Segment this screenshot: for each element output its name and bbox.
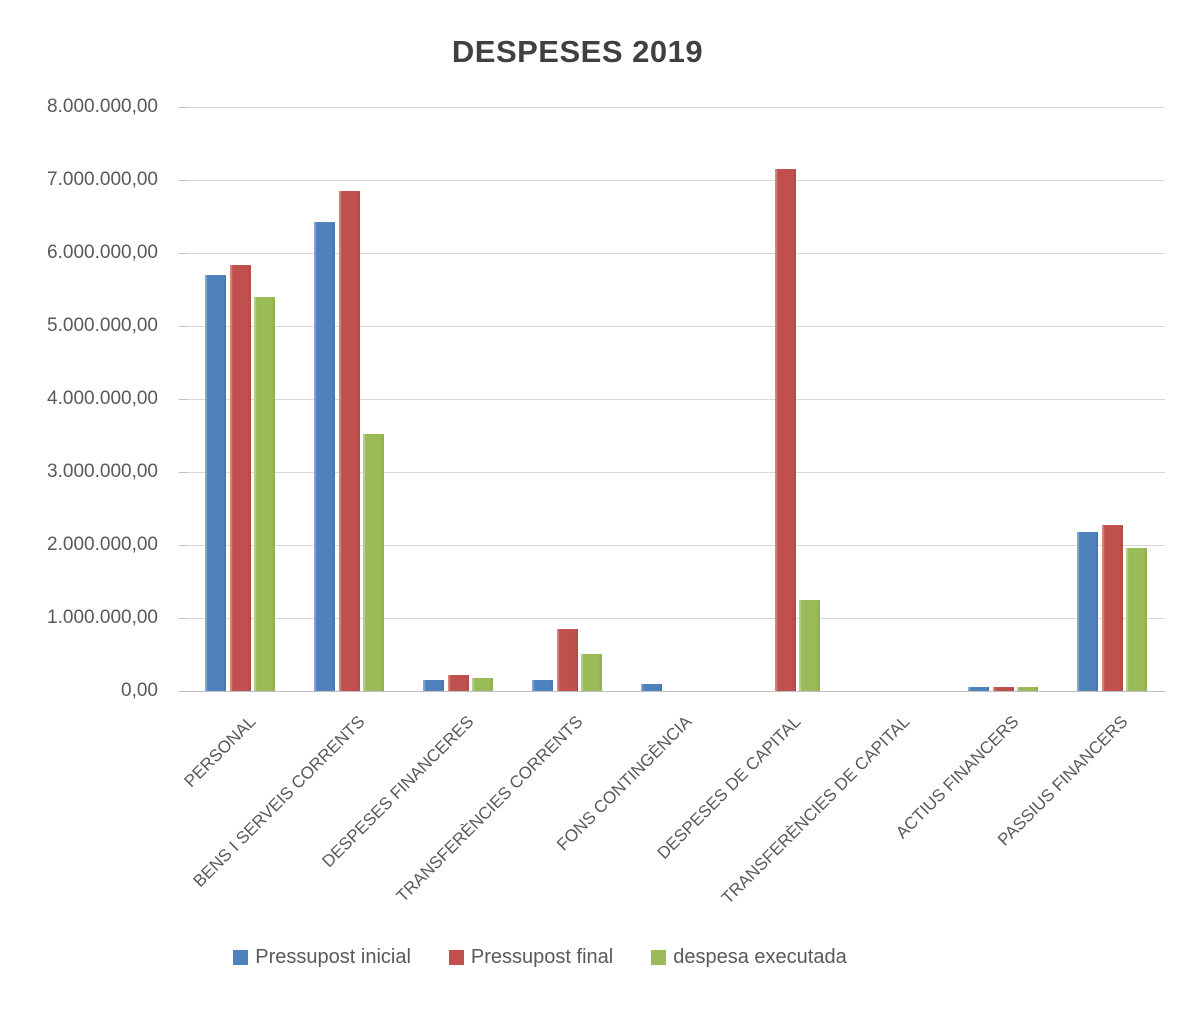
bar-pressupost-final-bens-i-serveis-corrents — [338, 191, 360, 691]
gridline — [187, 107, 1165, 108]
bar-pressupost-inicial-personal — [205, 275, 226, 691]
legend-swatch-icon — [448, 950, 464, 965]
y-axis-tick-label: 2.000.000,00 — [47, 534, 158, 555]
y-axis-tick-label: 1.000.000,00 — [47, 607, 158, 628]
y-tick-mark — [179, 326, 187, 327]
bar-pressupost-final-passius-financers — [1101, 525, 1123, 691]
bar-pressupost-final-transfere-ncies-corrents — [556, 629, 578, 691]
bar-pressupost-final-despeses-financeres — [447, 675, 469, 691]
y-axis-tick-label: 4.000.000,00 — [47, 388, 158, 409]
chart-title: DESPESES 2019 — [451, 34, 704, 69]
gridline — [187, 618, 1165, 619]
y-axis-tick-label: 7.000.000,00 — [47, 169, 158, 190]
bar-despesa-executada-actius-financers — [1017, 687, 1038, 691]
y-axis-tick-label: 8.000.000,00 — [47, 96, 158, 117]
bar-pressupost-inicial-actius-financers — [968, 687, 989, 691]
gridline — [187, 326, 1165, 327]
x-axis-label-fons-continge-ncia: FONS CONTINGÈNCIA — [553, 712, 696, 855]
bar-pressupost-final-personal — [229, 265, 251, 691]
y-tick-mark — [179, 107, 187, 108]
y-axis-tick-label: 6.000.000,00 — [47, 242, 158, 263]
bar-despesa-executada-personal — [254, 297, 275, 691]
y-tick-mark — [179, 180, 187, 181]
x-axis-label-bens-i-serveis-corrents: BENS I SERVEIS CORRENTS — [189, 712, 369, 891]
x-axis-label-despeses-financeres: DESPESES FINANCERES — [318, 712, 478, 872]
legend-swatch-icon — [233, 950, 249, 965]
bar-despesa-executada-bens-i-serveis-corrents — [363, 434, 384, 691]
legend-item-pressupost-inicial: Pressupost inicial — [233, 946, 411, 969]
gridline — [187, 545, 1165, 546]
legend-item-despesa-executada: despesa executada — [651, 946, 847, 969]
gridline — [187, 180, 1165, 181]
bar-despesa-executada-despeses-financeres — [472, 678, 493, 691]
bar-despesa-executada-passius-financers — [1126, 548, 1147, 691]
y-tick-mark — [179, 472, 187, 473]
bar-pressupost-final-despeses-de-capital — [774, 169, 796, 691]
bar-pressupost-inicial-transfere-ncies-corrents — [532, 680, 553, 691]
y-axis-tick-label: 5.000.000,00 — [47, 315, 158, 336]
bar-despesa-executada-transfere-ncies-corrents — [581, 654, 602, 691]
legend-label: Pressupost final — [470, 946, 614, 968]
bar-pressupost-inicial-fons-continge-ncia — [641, 684, 662, 691]
legend-label: despesa executada — [673, 946, 847, 968]
bar-pressupost-inicial-bens-i-serveis-corrents — [314, 222, 335, 691]
x-axis-label-actius-financers: ACTIUS FINANCERS — [892, 712, 1023, 843]
y-tick-mark — [179, 545, 187, 546]
legend-label: Pressupost inicial — [255, 946, 411, 968]
gridline — [187, 253, 1165, 254]
y-tick-mark — [179, 691, 187, 692]
gridline — [187, 472, 1165, 473]
y-tick-mark — [179, 253, 187, 254]
x-axis-label-transfere-ncies-de-capital: TRANSFERÈNCIES DE CAPITAL — [717, 712, 914, 908]
y-axis-tick-label: 0,00 — [121, 680, 158, 701]
x-axis-label-passius-financers: PASSIUS FINANCERS — [993, 712, 1132, 850]
bar-pressupost-inicial-passius-financers — [1077, 532, 1098, 691]
bar-despesa-executada-despeses-de-capital — [799, 600, 820, 691]
y-tick-mark — [179, 618, 187, 619]
legend-swatch-icon — [651, 950, 667, 965]
legend: Pressupost inicial Pressupost final despes… — [0, 946, 1080, 969]
legend-item-pressupost-final: Pressupost final — [448, 946, 614, 969]
gridline — [187, 399, 1165, 400]
bar-pressupost-inicial-despeses-financeres — [423, 680, 444, 691]
x-axis-line — [187, 691, 1165, 692]
bar-pressupost-final-actius-financers — [992, 687, 1014, 691]
y-axis-tick-label: 3.000.000,00 — [47, 461, 158, 482]
x-axis-label-transfere-ncies-corrents: TRANSFERÈNCIES CORRENTS — [392, 712, 587, 906]
x-axis-label-despeses-de-capital: DESPESES DE CAPITAL — [653, 712, 805, 863]
x-axis-label-personal: PERSONAL — [180, 712, 260, 791]
y-tick-mark — [179, 399, 187, 400]
